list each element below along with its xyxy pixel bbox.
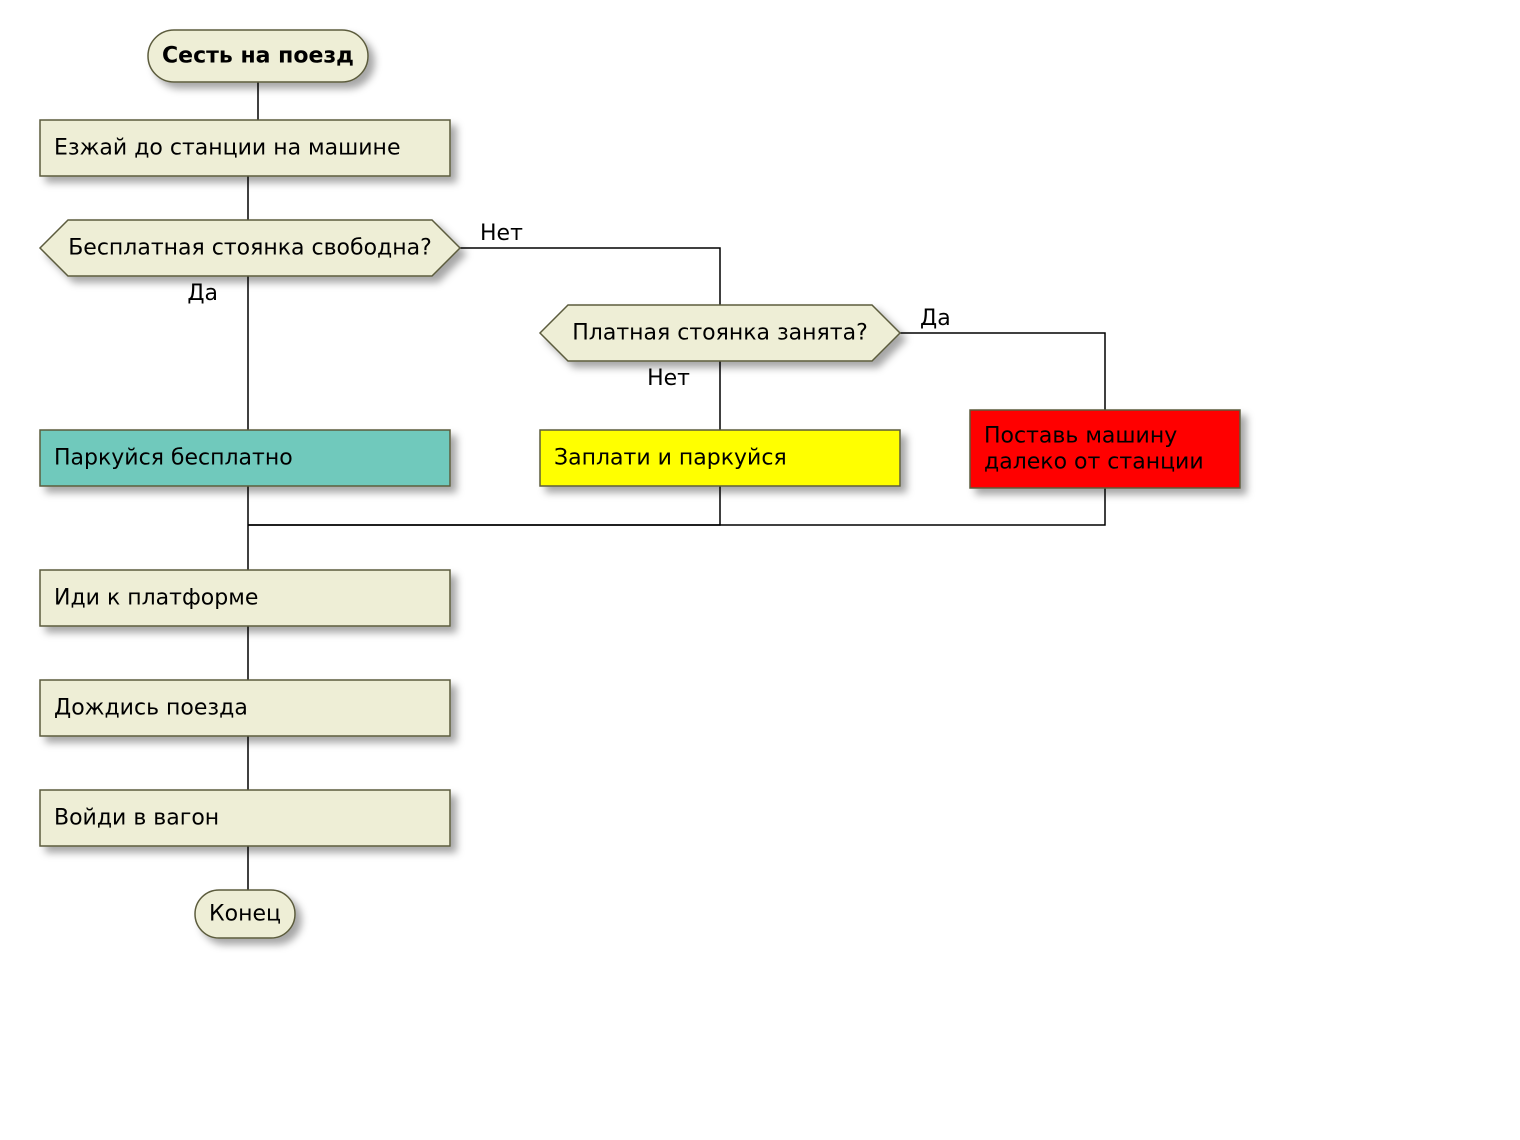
edge-label: Да xyxy=(187,281,218,306)
node-start-label: Сесть на поезд xyxy=(162,44,354,69)
edge-label: Нет xyxy=(647,366,690,391)
edge xyxy=(248,488,1105,525)
svg-text:далеко от станции: далеко от станции xyxy=(984,450,1204,475)
svg-text:Войди в вагон: Войди в вагон xyxy=(54,806,219,831)
node-end-label: Конец xyxy=(209,902,281,927)
edge xyxy=(460,248,720,305)
edge-label: Да xyxy=(920,306,951,331)
node-paid_q-label: Платная стоянка занята? xyxy=(572,321,868,346)
edge xyxy=(248,486,720,525)
nodes-layer: Сесть на поезд Езжай до станции на машине… xyxy=(40,30,1240,938)
node-drive-label: Езжай до станции на машине xyxy=(54,136,400,161)
node-enter-label: Войди в вагон xyxy=(54,806,219,831)
svg-text:Заплати и паркуйся: Заплати и паркуйся xyxy=(554,446,787,471)
edge-label: Нет xyxy=(480,221,523,246)
node-platform-label: Иди к платформе xyxy=(54,586,258,611)
node-park_free-label: Паркуйся бесплатно xyxy=(54,446,293,471)
node-free_q-label: Бесплатная стоянка свободна? xyxy=(68,236,432,261)
svg-text:Поставь машину: Поставь машину xyxy=(984,424,1177,449)
node-pay_park-label: Заплати и паркуйся xyxy=(554,446,787,471)
svg-text:Иди к платформе: Иди к платформе xyxy=(54,586,258,611)
node-wait-label: Дождись поезда xyxy=(54,696,248,721)
edge xyxy=(900,333,1105,410)
svg-text:Конец: Конец xyxy=(209,902,281,927)
node-far_park-label: Поставь машинудалеко от станции xyxy=(984,424,1204,475)
svg-text:Езжай до станции на машине: Езжай до станции на машине xyxy=(54,136,400,161)
svg-text:Дождись поезда: Дождись поезда xyxy=(54,696,248,721)
svg-text:Сесть на поезд: Сесть на поезд xyxy=(162,44,354,69)
svg-text:Паркуйся бесплатно: Паркуйся бесплатно xyxy=(54,446,293,471)
svg-text:Платная стоянка занята?: Платная стоянка занята? xyxy=(572,321,868,346)
svg-text:Бесплатная стоянка свободна?: Бесплатная стоянка свободна? xyxy=(68,236,432,261)
